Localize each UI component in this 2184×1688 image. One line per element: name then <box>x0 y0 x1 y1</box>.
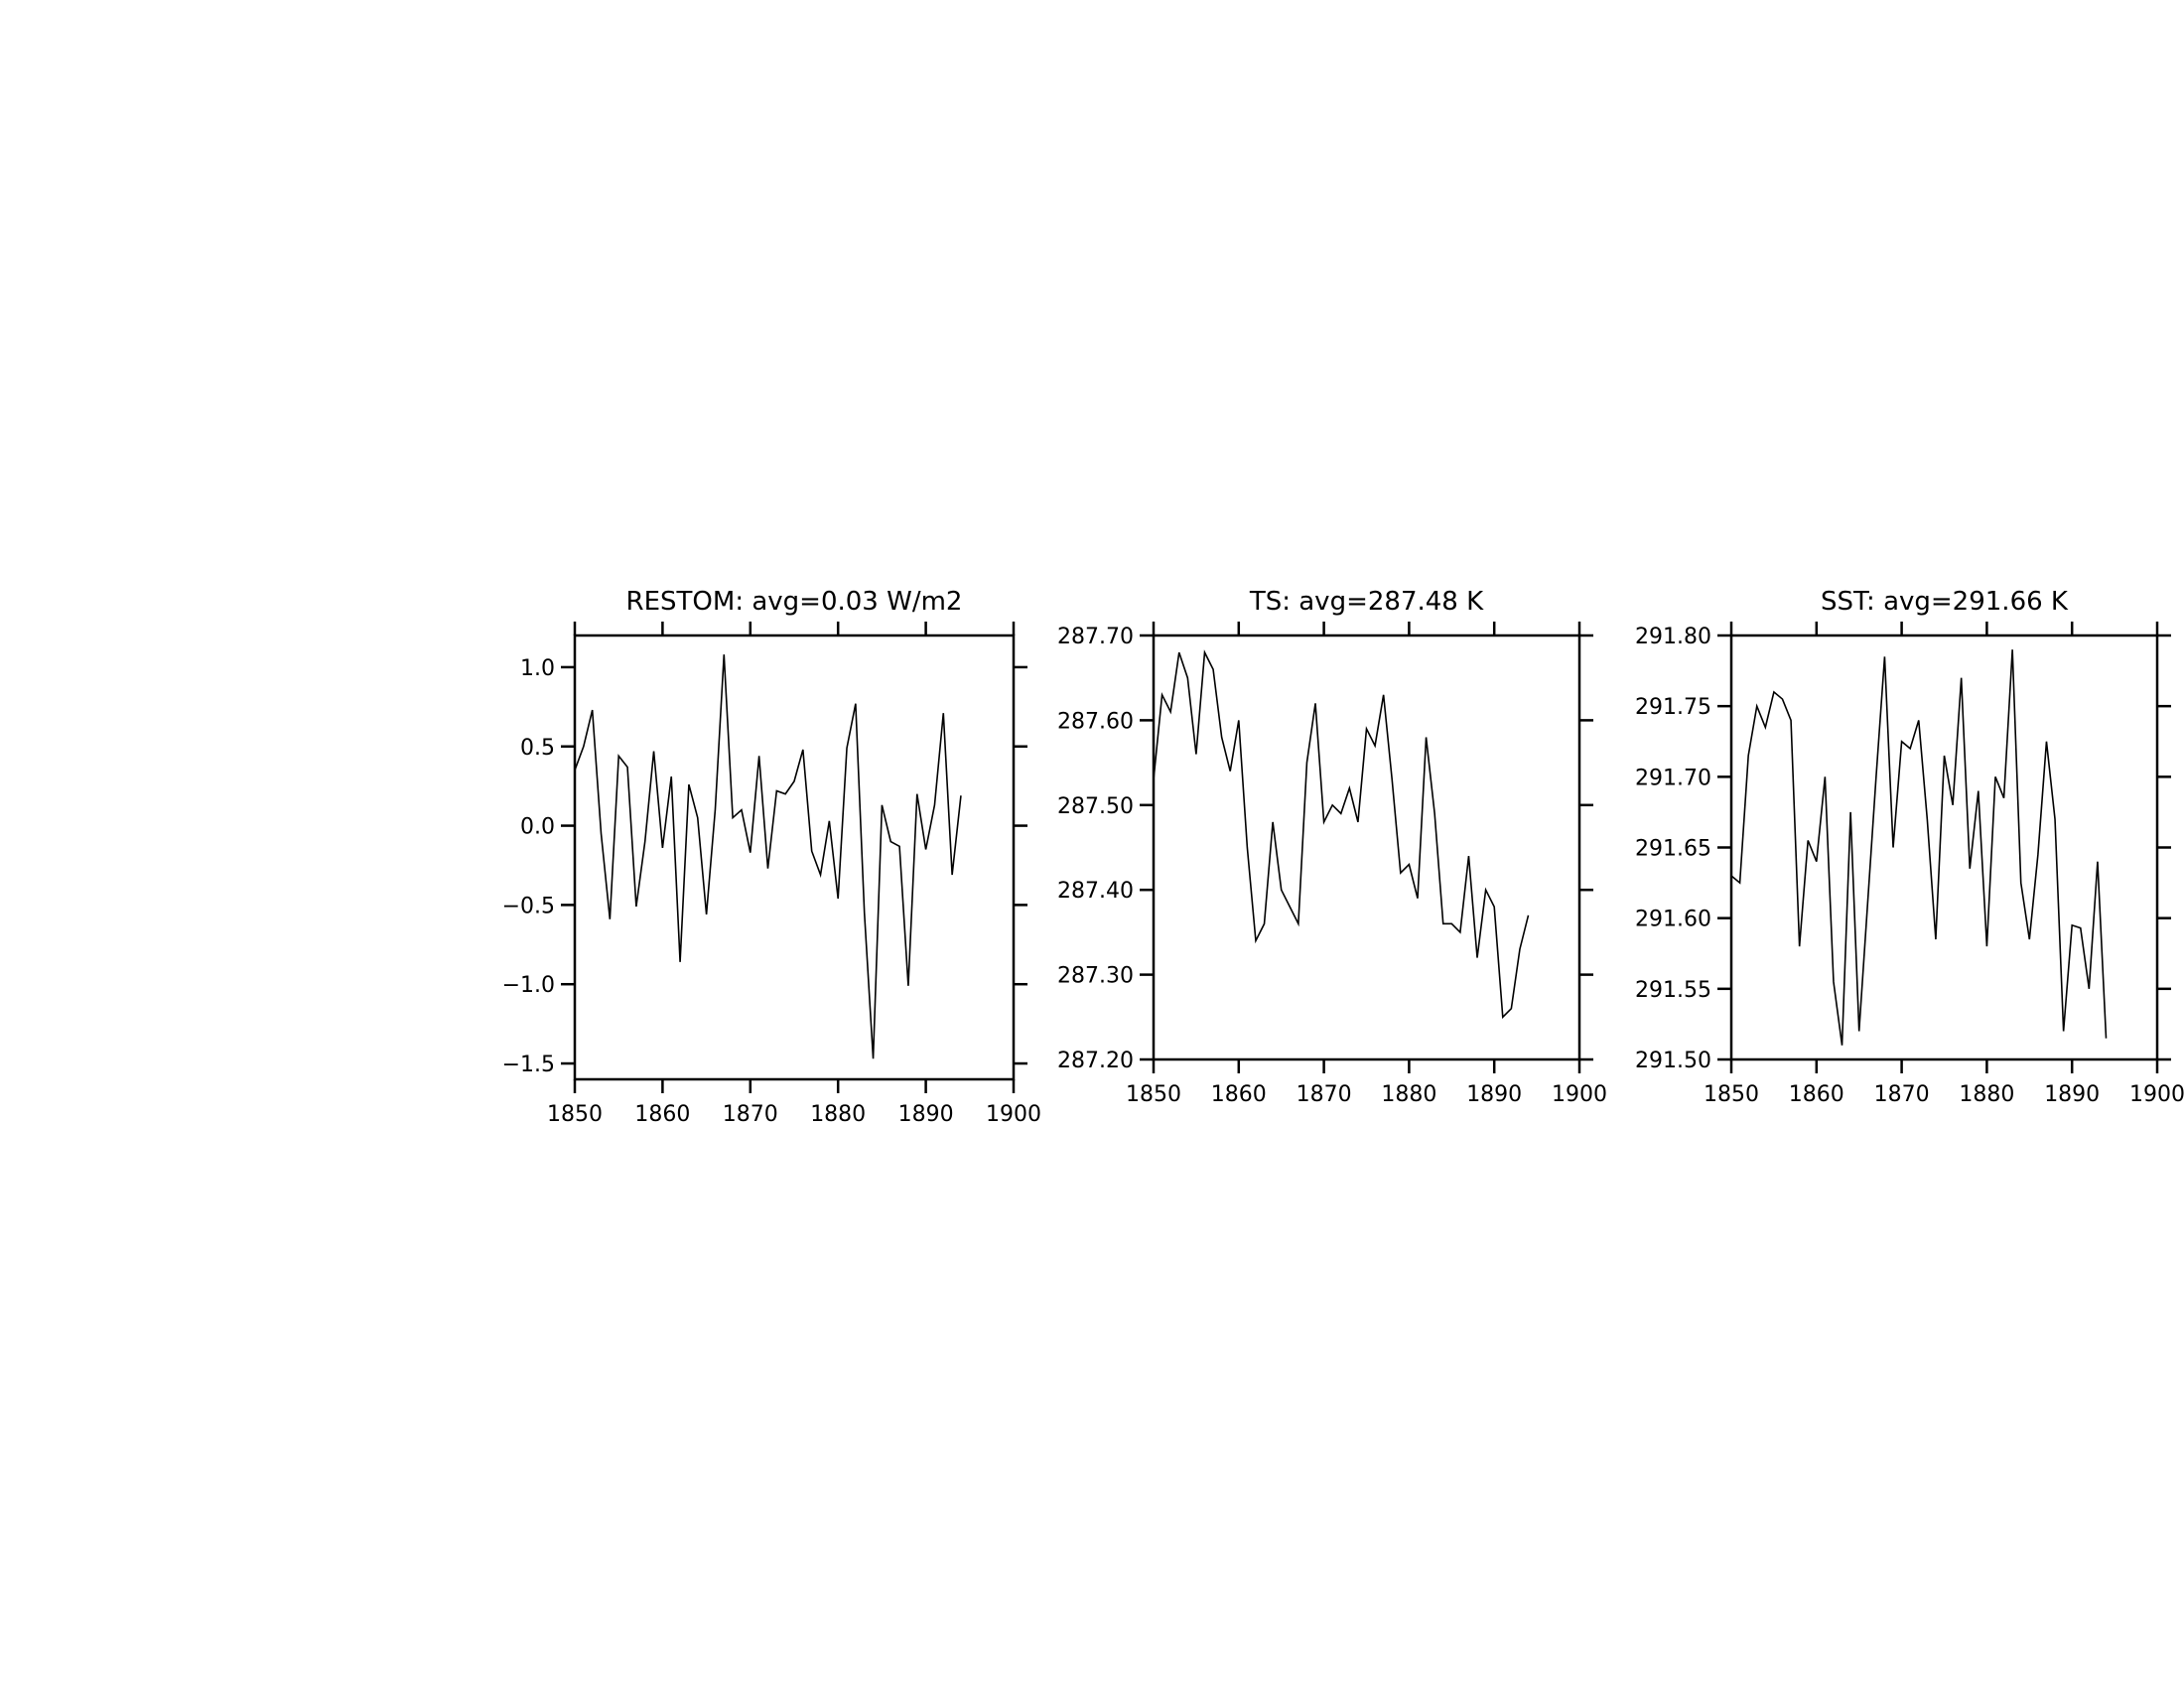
y-tick-label: 291.60 <box>1635 908 1711 932</box>
x-tick-label: 1860 <box>1211 1082 1267 1107</box>
y-tick-label: 287.70 <box>1057 625 1134 649</box>
y-tick-label: 291.55 <box>1635 978 1711 1003</box>
x-tick-label: 1850 <box>1704 1082 1759 1107</box>
y-tick-label: −0.5 <box>502 894 555 918</box>
chart-title: RESTOM: avg=0.03 W/m2 <box>626 587 963 617</box>
x-tick-label: 1900 <box>2129 1082 2184 1107</box>
x-tick-label: 1860 <box>634 1102 690 1127</box>
y-tick-label: 291.70 <box>1635 766 1711 790</box>
plot-frame <box>1152 633 1581 1061</box>
x-tick-label: 1870 <box>723 1102 778 1127</box>
y-tick-label: 1.0 <box>520 656 555 681</box>
x-tick-label: 1870 <box>1297 1082 1352 1107</box>
x-tick-label: 1860 <box>1789 1082 1844 1107</box>
y-tick-label: 291.75 <box>1635 695 1711 720</box>
x-tick-label: 1890 <box>2044 1082 2100 1107</box>
y-tick-label: −1.5 <box>502 1053 555 1077</box>
y-tick-label: 0.0 <box>520 815 555 840</box>
x-tick-label: 1890 <box>898 1102 954 1127</box>
data-line <box>1730 649 2108 1046</box>
x-tick-label: 1850 <box>1126 1082 1181 1107</box>
y-tick-label: 287.20 <box>1057 1049 1134 1073</box>
y-tick-label: −1.0 <box>502 973 555 998</box>
x-tick-label: 1870 <box>1874 1082 1930 1107</box>
plot-frame <box>1729 633 2159 1061</box>
x-tick-label: 1880 <box>810 1102 866 1127</box>
x-tick-label: 1890 <box>1466 1082 1522 1107</box>
data-line <box>574 654 962 1059</box>
y-tick-label: 287.60 <box>1057 709 1134 734</box>
chart-title: SST: avg=291.66 K <box>1821 587 2069 617</box>
y-tick-label: 0.5 <box>520 736 555 761</box>
data-line <box>1153 649 1530 1020</box>
y-tick-label: 291.65 <box>1635 837 1711 862</box>
chart-title: TS: avg=287.48 K <box>1249 587 1484 617</box>
x-tick-label: 1900 <box>1552 1082 1607 1107</box>
plot-frame <box>573 633 1016 1081</box>
y-tick-label: 287.30 <box>1057 964 1134 989</box>
y-tick-label: 287.40 <box>1057 879 1134 904</box>
y-tick-label: 287.50 <box>1057 794 1134 819</box>
x-tick-label: 1900 <box>986 1102 1041 1127</box>
x-tick-label: 1880 <box>1959 1082 2014 1107</box>
y-tick-label: 291.50 <box>1635 1049 1711 1073</box>
x-tick-label: 1850 <box>547 1102 603 1127</box>
x-tick-label: 1880 <box>1381 1082 1436 1107</box>
y-tick-label: 291.80 <box>1635 625 1711 649</box>
